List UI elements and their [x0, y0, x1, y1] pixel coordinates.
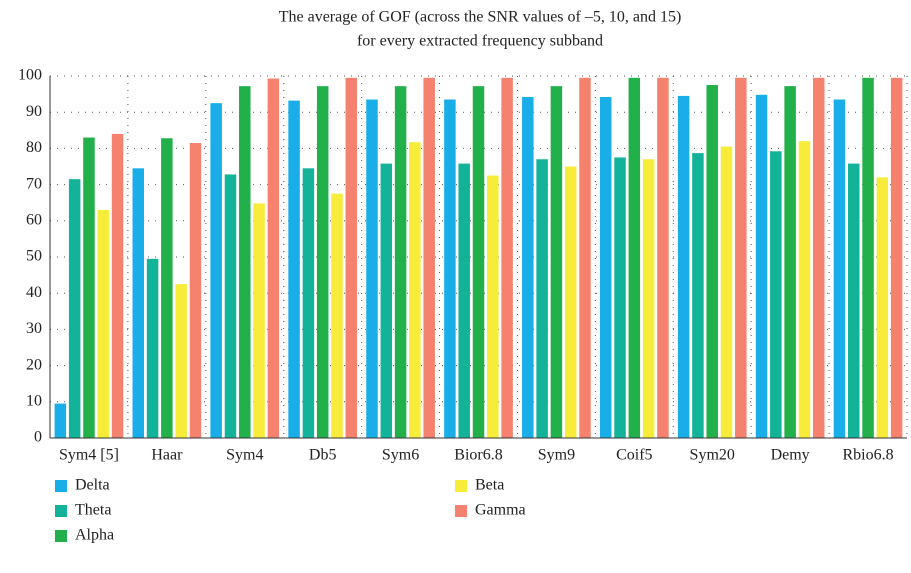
- bar: [706, 85, 718, 439]
- bar: [472, 86, 485, 439]
- bar: [770, 151, 782, 438]
- bar: [210, 103, 222, 439]
- chart-title: for every extracted frequency subband: [357, 33, 603, 50]
- bar: [444, 99, 456, 438]
- bar: [628, 77, 641, 438]
- bar: [366, 99, 378, 438]
- bar: [146, 258, 159, 438]
- bar: [239, 86, 251, 439]
- bar: [798, 141, 811, 438]
- bar: [522, 96, 534, 438]
- bar: [755, 94, 768, 438]
- bar: [550, 86, 563, 439]
- bar: [812, 77, 825, 438]
- bar: [890, 77, 903, 438]
- y-tick-label: 90: [26, 103, 42, 120]
- bar: [224, 174, 237, 439]
- bar: [501, 77, 513, 438]
- legend-swatch: [55, 480, 67, 492]
- bar: [161, 138, 173, 438]
- bar: [302, 168, 315, 438]
- bar: [345, 77, 358, 438]
- bar: [132, 168, 145, 438]
- bar: [111, 133, 124, 439]
- y-tick-label: 80: [26, 139, 42, 156]
- bar: [784, 86, 796, 439]
- bar: [642, 159, 655, 438]
- x-tick-label: Sym9: [538, 447, 575, 464]
- bar: [394, 86, 407, 439]
- x-tick-label: Haar: [151, 447, 183, 464]
- bar: [677, 95, 690, 438]
- legend-label: Theta: [75, 502, 111, 519]
- x-tick-label: Sym4 [5]: [59, 447, 119, 464]
- bar: [657, 77, 669, 438]
- bar: [536, 159, 548, 438]
- legend-swatch: [455, 505, 467, 517]
- y-tick-label: 60: [26, 211, 42, 228]
- x-tick-label: Bior6.8: [454, 447, 502, 464]
- bar: [735, 77, 747, 438]
- y-tick-label: 0: [34, 429, 42, 446]
- y-tick-label: 100: [18, 67, 42, 84]
- bar: [97, 209, 110, 438]
- y-tick-label: 40: [26, 284, 42, 301]
- bar: [599, 96, 612, 438]
- bar: [83, 137, 95, 439]
- legend-swatch: [455, 480, 467, 492]
- bar: [458, 163, 470, 438]
- bar: [614, 157, 626, 438]
- bar: [288, 100, 300, 438]
- y-tick-label: 10: [26, 392, 42, 409]
- y-tick-label: 30: [26, 320, 42, 337]
- legend-label: Alpha: [75, 527, 114, 544]
- x-tick-label: Demy: [771, 447, 810, 464]
- bar: [68, 179, 81, 439]
- chart-title: The average of GOF (across the SNR value…: [279, 9, 682, 26]
- legend-label: Delta: [75, 477, 110, 494]
- bar: [487, 175, 499, 439]
- x-tick-label: Sym6: [382, 447, 419, 464]
- legend-label: Gamma: [475, 502, 526, 519]
- bar: [862, 77, 874, 438]
- x-tick-label: Sym4: [226, 447, 263, 464]
- bar: [579, 77, 591, 438]
- bar: [331, 193, 343, 438]
- bar: [833, 99, 846, 438]
- bar: [267, 78, 280, 438]
- bar: [316, 86, 329, 439]
- y-tick-label: 70: [26, 175, 42, 192]
- y-tick-label: 50: [26, 248, 42, 265]
- bar: [54, 403, 67, 438]
- bar: [189, 142, 202, 438]
- bar: [253, 203, 265, 438]
- bar: [720, 146, 733, 438]
- bar: [847, 163, 860, 438]
- x-tick-label: Coif5: [616, 447, 652, 464]
- bar: [380, 163, 393, 438]
- bar: [423, 77, 435, 438]
- legend-swatch: [55, 505, 67, 517]
- x-tick-label: Db5: [309, 447, 337, 464]
- bar: [175, 284, 187, 438]
- bar: [564, 166, 577, 438]
- legend-label: Beta: [475, 477, 504, 494]
- bar: [876, 177, 889, 439]
- y-tick-label: 20: [26, 356, 42, 373]
- x-tick-label: Rbio6.8: [842, 447, 893, 464]
- bar: [692, 153, 704, 438]
- x-tick-label: Sym20: [690, 447, 735, 464]
- bar: [409, 142, 421, 438]
- legend-swatch: [55, 530, 67, 542]
